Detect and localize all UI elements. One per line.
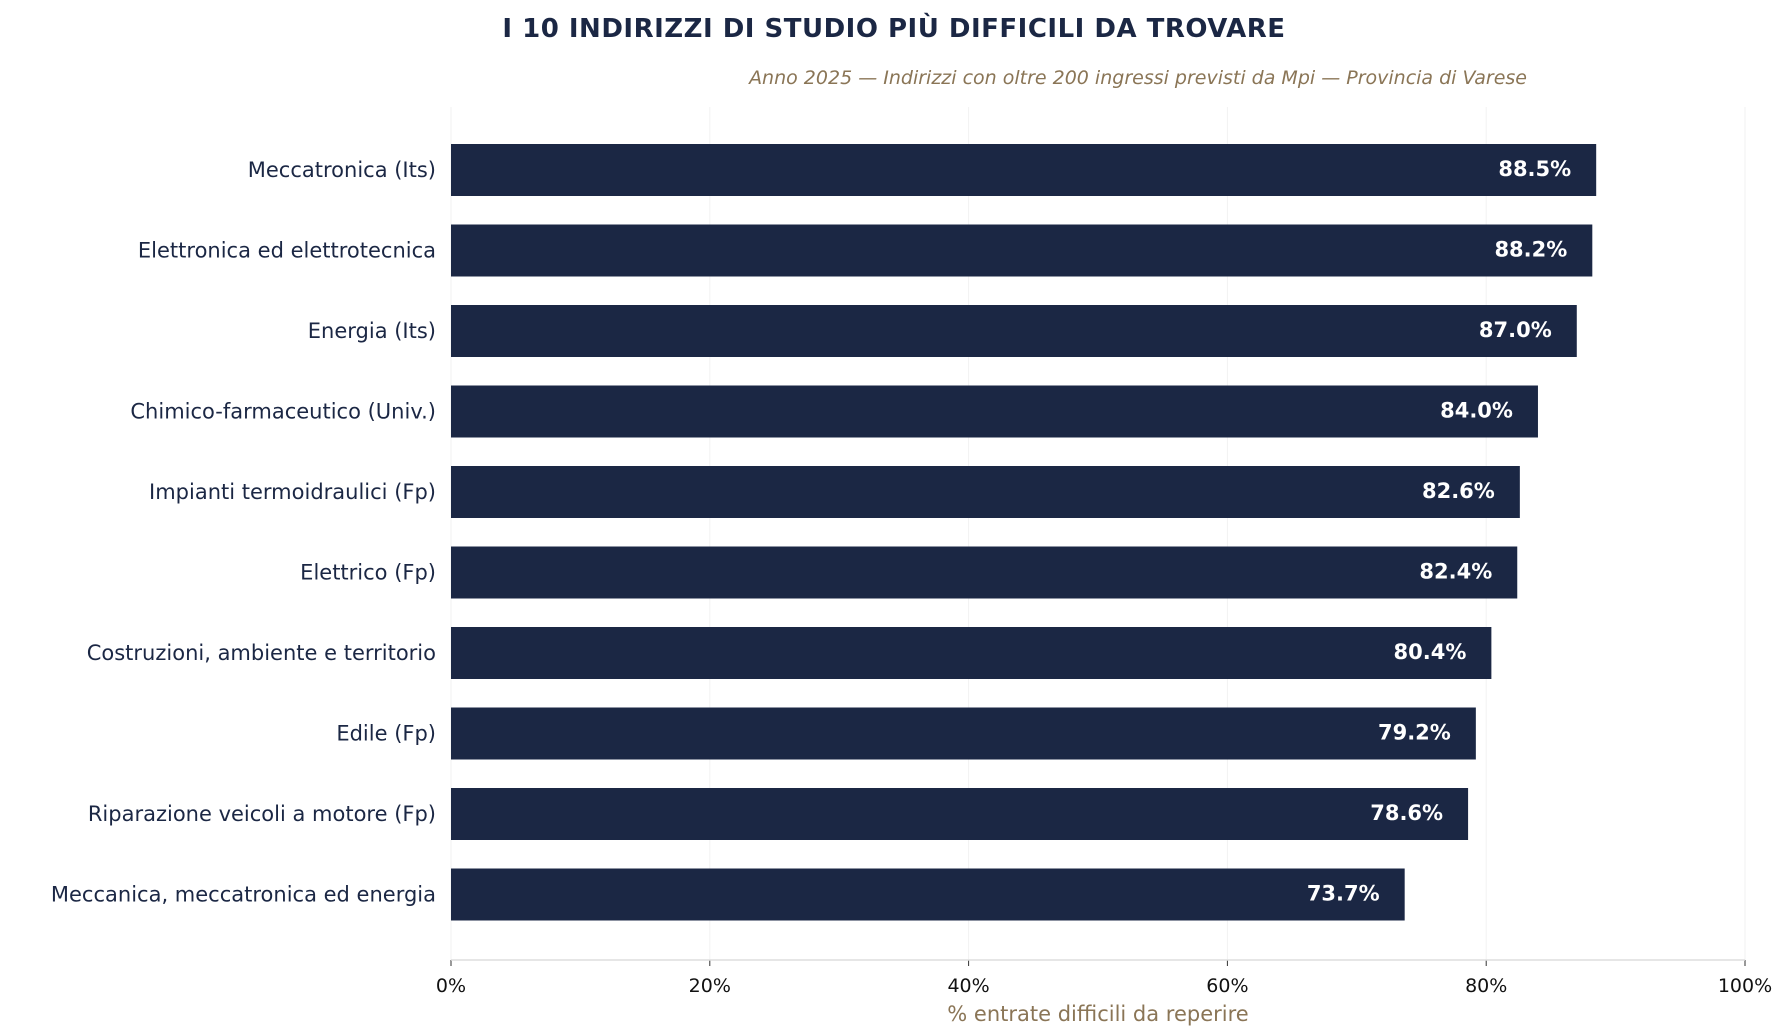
- value-label: 88.2%: [1494, 238, 1567, 262]
- value-label: 79.2%: [1378, 721, 1451, 745]
- x-tick-label: 40%: [947, 975, 989, 997]
- bar: [451, 707, 1476, 760]
- bar: [451, 868, 1405, 921]
- category-label: Impianti termoidraulici (Fp): [149, 480, 436, 504]
- x-tick-label: 100%: [1718, 975, 1772, 997]
- bar: [451, 144, 1597, 196]
- x-tick-label: 0%: [436, 975, 466, 997]
- x-tick-label: 60%: [1206, 975, 1248, 997]
- category-label: Meccanica, meccatronica ed energia: [51, 883, 436, 907]
- chart-subtitle: Anno 2025 — Indirizzi con oltre 200 ingr…: [747, 67, 1527, 89]
- x-tick-label: 80%: [1465, 975, 1507, 997]
- bars: Meccatronica (Its) 88.5% Elettronica ed el…: [51, 144, 1597, 921]
- value-label: 84.0%: [1440, 399, 1513, 423]
- category-label: Riparazione veicoli a motore (Fp): [88, 802, 436, 826]
- value-label: 88.5%: [1498, 157, 1571, 181]
- category-label: Elettrico (Fp): [300, 561, 436, 585]
- category-label: Meccatronica (Its): [248, 158, 436, 182]
- category-label: Energia (Its): [308, 319, 436, 343]
- x-axis: 0% 20% 40% 60% 80% 100%: [436, 959, 1772, 997]
- x-axis-label: % entrate difficili da reperire: [947, 1002, 1248, 1026]
- bar: [451, 546, 1518, 599]
- value-label: 78.6%: [1370, 801, 1443, 825]
- category-label: Costruzioni, ambiente e territorio: [87, 641, 436, 665]
- bar: [451, 627, 1492, 679]
- value-label: 80.4%: [1394, 640, 1467, 664]
- bar: [451, 788, 1469, 840]
- bar: [451, 385, 1538, 438]
- bar: [451, 305, 1577, 357]
- bar: [451, 466, 1520, 518]
- x-tick-label: 20%: [689, 975, 731, 997]
- category-label: Edile (Fp): [336, 722, 436, 746]
- value-label: 82.6%: [1422, 479, 1495, 503]
- chart-title: I 10 INDIRIZZI DI STUDIO PIÙ DIFFICILI D…: [502, 12, 1285, 44]
- value-label: 82.4%: [1419, 560, 1492, 584]
- bar: [451, 224, 1593, 277]
- value-label: 73.7%: [1307, 882, 1380, 906]
- category-label: Chimico-farmaceutico (Univ.): [130, 400, 436, 424]
- category-label: Elettronica ed elettrotecnica: [138, 239, 436, 263]
- value-label: 87.0%: [1479, 318, 1552, 342]
